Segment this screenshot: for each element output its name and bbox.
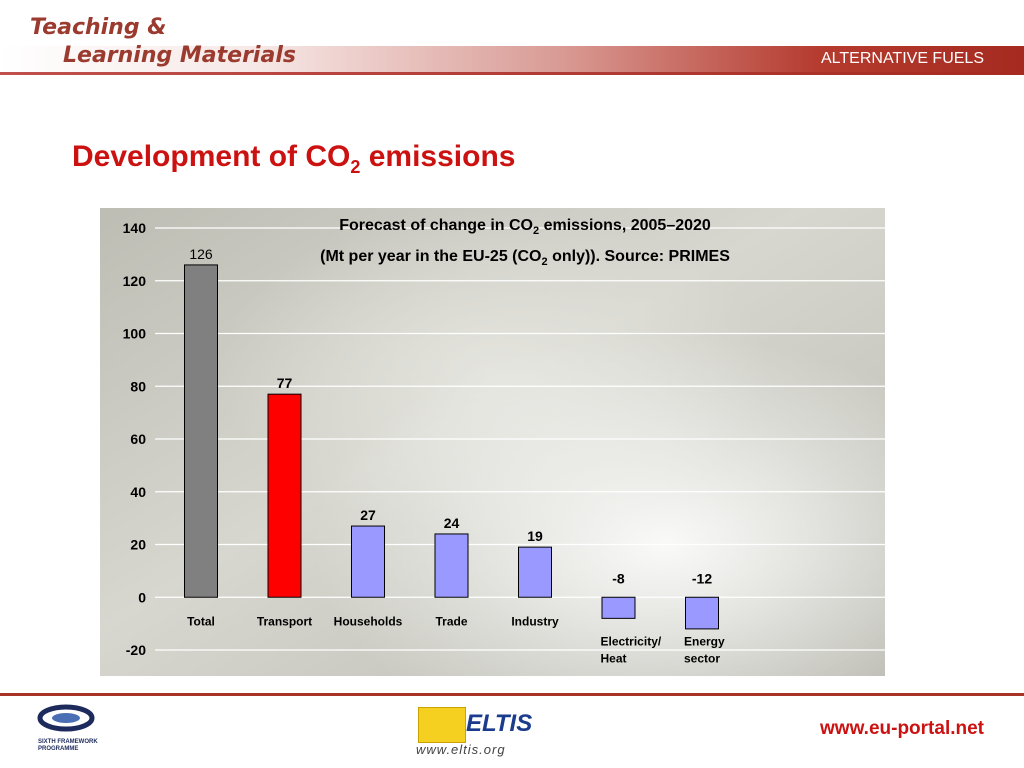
category-label: Total bbox=[187, 614, 215, 628]
portal-url: www.eu-portal.net bbox=[820, 718, 984, 739]
chart-svg: -20 0 20 40 60 80 100 120 140 126 Total 77 Transpor… bbox=[100, 208, 885, 676]
fp6-line-2: PROGRAMME bbox=[38, 746, 79, 752]
category-label: Electricity/ bbox=[601, 634, 662, 648]
header-band bbox=[0, 46, 1024, 74]
slide-title-end: emissions bbox=[360, 140, 516, 173]
category-label: Households bbox=[334, 614, 403, 628]
chart-title-1a: Forecast of change in CO bbox=[339, 217, 533, 234]
chart-title-1-subscript: 2 bbox=[533, 225, 540, 238]
category-label: Transport bbox=[257, 614, 312, 628]
data-label: 126 bbox=[189, 246, 213, 262]
data-label: 24 bbox=[444, 515, 460, 531]
header-rule bbox=[0, 72, 1024, 75]
chart-bars bbox=[184, 264, 719, 630]
data-label: 27 bbox=[360, 507, 376, 523]
section-label: ALTERNATIVE FUELS bbox=[821, 50, 984, 67]
y-tick-label: 20 bbox=[130, 537, 146, 553]
sixth-framework-text: SIXTH FRAMEWORK PROGRAMME bbox=[38, 739, 118, 753]
chart-title-2b: only)). Source: PRIMES bbox=[547, 248, 730, 265]
category-label: Heat bbox=[601, 651, 627, 665]
eltis-wordmark: ELTIS bbox=[466, 710, 533, 737]
logo-title: Teaching & Learning Materials bbox=[30, 14, 296, 70]
y-tick-label: 40 bbox=[130, 484, 146, 500]
data-label: -12 bbox=[692, 570, 712, 586]
chart-title-line-2: (Mt per year in the EU-25 (CO2 only)). S… bbox=[250, 247, 800, 272]
bar bbox=[601, 596, 636, 619]
chart-labels: 126 Total 77 Transport 27 Households 24 Trade 19… bbox=[187, 246, 725, 665]
y-tick-label: 120 bbox=[123, 273, 147, 289]
chart-title-2-subscript: 2 bbox=[541, 256, 548, 269]
category-label: Industry bbox=[511, 614, 559, 628]
slide-title-main: Development of CO bbox=[72, 140, 351, 173]
logo-line-2: Learning Materials bbox=[63, 43, 296, 68]
category-label: Trade bbox=[435, 614, 467, 628]
slide-title-subscript: 2 bbox=[350, 157, 361, 177]
data-label: 77 bbox=[277, 375, 293, 391]
chart-title-1b: emissions, 2005–2020 bbox=[539, 217, 711, 234]
bar bbox=[434, 533, 469, 598]
chart-y-axis: -20 0 20 40 60 80 100 120 140 bbox=[123, 220, 147, 658]
y-tick-label: 100 bbox=[123, 326, 147, 342]
eltis-url: www.eltis.org bbox=[416, 742, 506, 757]
y-tick-label: 80 bbox=[130, 378, 146, 394]
bar bbox=[518, 546, 552, 598]
bar bbox=[267, 393, 302, 598]
chart: -20 0 20 40 60 80 100 120 140 126 Total 77 Transpor… bbox=[100, 208, 885, 676]
footer-rule bbox=[0, 693, 1024, 696]
logo-line-1: Teaching & bbox=[30, 15, 167, 40]
eltis-bus-logo-icon bbox=[418, 707, 466, 743]
sixth-framework-logo-icon bbox=[37, 704, 95, 732]
chart-cloud-glow-lower bbox=[100, 208, 885, 676]
y-tick-label: 0 bbox=[138, 589, 146, 605]
data-label: -8 bbox=[612, 570, 625, 586]
chart-title-line-1: Forecast of change in CO2 emissions, 200… bbox=[250, 216, 800, 241]
chart-title-2a: (Mt per year in the EU-25 (CO bbox=[320, 248, 542, 265]
y-tick-label: 140 bbox=[123, 220, 147, 236]
slide-title: Development of CO2 emissions bbox=[72, 138, 515, 186]
data-label: 19 bbox=[527, 528, 543, 544]
category-label: Energy bbox=[684, 634, 725, 648]
y-tick-label: 60 bbox=[130, 431, 146, 447]
y-tick-label: -20 bbox=[126, 642, 146, 658]
bar bbox=[351, 525, 385, 598]
category-label: sector bbox=[684, 651, 720, 665]
fp6-line-1: SIXTH FRAMEWORK bbox=[38, 739, 98, 745]
bar bbox=[685, 596, 719, 630]
bar bbox=[184, 264, 218, 598]
